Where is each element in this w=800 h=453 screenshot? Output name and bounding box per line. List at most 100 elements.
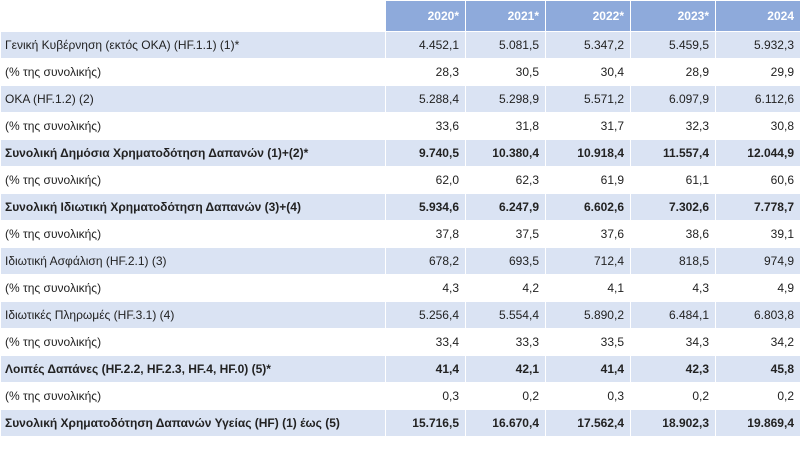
row-label: (% της συνολικής): [0, 328, 386, 356]
cell-value: 60,6: [715, 166, 800, 194]
cell-value: 4,3: [385, 274, 466, 302]
cell-value: 39,1: [715, 220, 800, 248]
cell-value: 61,9: [545, 166, 631, 194]
row-label: Συνολική Ιδιωτική Χρηματοδότηση Δαπανών …: [0, 193, 386, 221]
row-label: (% της συνολικής): [0, 112, 386, 140]
cell-value: 10.380,4: [465, 139, 546, 167]
row-label: (% της συνολικής): [0, 220, 386, 248]
cell-value: 30,8: [715, 112, 800, 140]
table-row: Συνολική Δημόσια Χρηματοδότηση Δαπανών (…: [0, 139, 800, 167]
row-label: Λοιπές Δαπάνες (HF.2.2, HF.2.3, HF.4, HF…: [0, 355, 386, 383]
cell-value: 0,3: [385, 382, 466, 410]
cell-value: 41,4: [545, 355, 631, 383]
cell-value: 10.918,4: [545, 139, 631, 167]
cell-value: 5.081,5: [465, 31, 546, 59]
row-label: (% της συνολικής): [0, 58, 386, 86]
cell-value: 33,6: [385, 112, 466, 140]
cell-value: 38,6: [630, 220, 716, 248]
data-table: 2020* 2021* 2022* 2023* 2024 Γενική Κυβέρνησ…: [0, 0, 800, 437]
cell-value: 33,3: [465, 328, 546, 356]
table-header: 2020* 2021* 2022* 2023* 2024: [0, 0, 800, 32]
header-row: 2020* 2021* 2022* 2023* 2024: [0, 0, 800, 32]
year-header: 2023*: [630, 0, 716, 32]
table-row: Συνολική Χρηματοδότηση Δαπανών Υγείας (H…: [0, 409, 800, 437]
cell-value: 28,9: [630, 58, 716, 86]
cell-value: 62,0: [385, 166, 466, 194]
cell-value: 37,8: [385, 220, 466, 248]
cell-value: 974,9: [715, 247, 800, 275]
cell-value: 4.452,1: [385, 31, 466, 59]
cell-value: 29,9: [715, 58, 800, 86]
table-row: Ιδιωτική Ασφάλιση (HF.2.1) (3) 678,2 693,5…: [0, 247, 800, 275]
row-label: (% της συνολικής): [0, 382, 386, 410]
cell-value: 5.554,4: [465, 301, 546, 329]
cell-value: 0,2: [630, 382, 716, 410]
cell-value: 42,3: [630, 355, 716, 383]
table-row: Ιδιωτικές Πληρωμές (HF.3.1) (4) 5.256,4 5.…: [0, 301, 800, 329]
table-row: (% της συνολικής) 28,3 30,5 30,4 28,9 29,9: [0, 58, 800, 86]
cell-value: 818,5: [630, 247, 716, 275]
table-row: (% της συνολικής) 37,8 37,5 37,6 38,6 39,1: [0, 220, 800, 248]
table-row: (% της συνολικής) 4,3 4,2 4,1 4,3 4,9: [0, 274, 800, 302]
year-header: 2022*: [545, 0, 631, 32]
cell-value: 0,3: [545, 382, 631, 410]
cell-value: 32,3: [630, 112, 716, 140]
row-label: Γενική Κυβέρνηση (εκτός ΟΚΑ) (HF.1.1) (1…: [0, 31, 386, 59]
cell-value: 28,3: [385, 58, 466, 86]
cell-value: 693,5: [465, 247, 546, 275]
cell-value: 45,8: [715, 355, 800, 383]
year-header: 2024: [715, 0, 800, 32]
cell-value: 5.459,5: [630, 31, 716, 59]
cell-value: 0,2: [715, 382, 800, 410]
row-label: (% της συνολικής): [0, 274, 386, 302]
cell-value: 6.097,9: [630, 85, 716, 113]
table-row: (% της συνολικής) 62,0 62,3 61,9 61,1 60,6: [0, 166, 800, 194]
table-row: Συνολική Ιδιωτική Χρηματοδότηση Δαπανών …: [0, 193, 800, 221]
row-label: ΟΚΑ (HF.1.2) (2): [0, 85, 386, 113]
cell-value: 5.932,3: [715, 31, 800, 59]
cell-value: 0,2: [465, 382, 546, 410]
cell-value: 30,5: [465, 58, 546, 86]
cell-value: 4,2: [465, 274, 546, 302]
cell-value: 19.869,4: [715, 409, 800, 437]
cell-value: 11.557,4: [630, 139, 716, 167]
cell-value: 678,2: [385, 247, 466, 275]
cell-value: 37,5: [465, 220, 546, 248]
cell-value: 6.247,9: [465, 193, 546, 221]
row-label: Ιδιωτική Ασφάλιση (HF.2.1) (3): [0, 247, 386, 275]
cell-value: 34,2: [715, 328, 800, 356]
cell-value: 9.740,5: [385, 139, 466, 167]
cell-value: 12.044,9: [715, 139, 800, 167]
cell-value: 31,7: [545, 112, 631, 140]
row-label: Ιδιωτικές Πληρωμές (HF.3.1) (4): [0, 301, 386, 329]
table-body: Γενική Κυβέρνηση (εκτός ΟΚΑ) (HF.1.1) (1…: [0, 31, 800, 437]
year-header: 2021*: [465, 0, 546, 32]
cell-value: 712,4: [545, 247, 631, 275]
cell-value: 16.670,4: [465, 409, 546, 437]
cell-value: 34,3: [630, 328, 716, 356]
year-header: 2020*: [385, 0, 466, 32]
table-row: (% της συνολικής) 33,6 31,8 31,7 32,3 30,8: [0, 112, 800, 140]
row-label: (% της συνολικής): [0, 166, 386, 194]
cell-value: 5.890,2: [545, 301, 631, 329]
cell-value: 6.112,6: [715, 85, 800, 113]
table-row: (% της συνολικής) 33,4 33,3 33,5 34,3 34,2: [0, 328, 800, 356]
cell-value: 6.602,6: [545, 193, 631, 221]
cell-value: 15.716,5: [385, 409, 466, 437]
cell-value: 6.484,1: [630, 301, 716, 329]
cell-value: 7.778,7: [715, 193, 800, 221]
cell-value: 4,3: [630, 274, 716, 302]
cell-value: 33,5: [545, 328, 631, 356]
cell-value: 7.302,6: [630, 193, 716, 221]
cell-value: 61,1: [630, 166, 716, 194]
table-row: Γενική Κυβέρνηση (εκτός ΟΚΑ) (HF.1.1) (1…: [0, 31, 800, 59]
cell-value: 4,9: [715, 274, 800, 302]
cell-value: 30,4: [545, 58, 631, 86]
cell-value: 4,1: [545, 274, 631, 302]
cell-value: 5.288,4: [385, 85, 466, 113]
header-corner: [0, 0, 386, 32]
row-label: Συνολική Χρηματοδότηση Δαπανών Υγείας (H…: [0, 409, 386, 437]
row-label: Συνολική Δημόσια Χρηματοδότηση Δαπανών (…: [0, 139, 386, 167]
cell-value: 5.256,4: [385, 301, 466, 329]
cell-value: 5.347,2: [545, 31, 631, 59]
